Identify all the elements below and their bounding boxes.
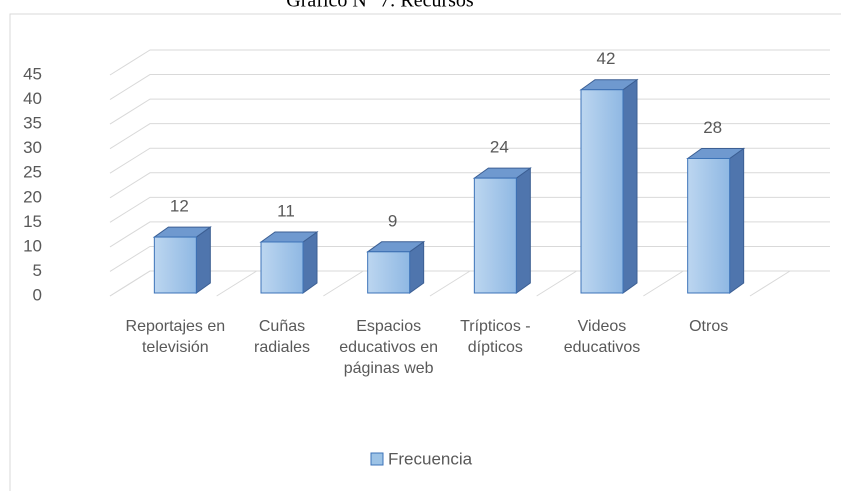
data-label: 12 [170,197,189,216]
bar-face [473,177,517,294]
x-tick-label: Otros [689,318,729,335]
x-tick-label: Videos educativos [563,318,641,356]
data-label: 28 [703,118,722,137]
grid-line [109,49,830,76]
chart-title: Gráfico N° 7: Recursos [286,0,474,12]
bar-face [367,251,411,294]
x-tick-label: Cuñas radiales [253,318,311,356]
y-tick-label: 20 [23,187,42,206]
bar-face [195,226,211,294]
floor-line [323,270,364,297]
bar [152,226,212,294]
floor-line [749,270,791,297]
bar [579,78,639,294]
chart-frame [9,13,841,491]
y-tick-label: 40 [23,89,42,108]
data-label: 42 [597,49,616,68]
y-tick-label: 25 [23,163,42,182]
floor-line [109,270,151,297]
bar [472,167,532,294]
y-tick-label: 35 [23,114,42,133]
bar-face [687,157,731,294]
legend-swatch [370,452,384,466]
grid-line [109,74,830,100]
y-tick-label: 0 [33,285,42,304]
floor-line [216,270,257,297]
bar-face [153,236,197,294]
y-tick-label: 30 [23,138,42,157]
bar-face [729,147,745,294]
floor-line [429,270,471,297]
y-tick-label: 15 [23,212,42,231]
x-tick-label: Reportajes en televisión [125,318,226,356]
legend-label: Frecuencia [388,449,473,468]
bar-face [580,89,624,294]
y-tick-label: 45 [23,64,42,83]
floor-line [536,270,577,297]
floor-line [643,270,684,297]
bar-face [622,78,638,294]
bar-face [260,241,304,294]
y-tick-label: 10 [23,236,42,255]
bar-face [302,231,318,294]
y-tick-label: 5 [33,261,42,280]
bar [259,231,319,294]
data-label: 9 [388,211,397,230]
data-label: 11 [277,201,295,220]
x-tick-label: Espacios educativos en páginas web [339,318,439,377]
x-tick-label: Trípticos - dípticos [460,318,531,356]
bar [366,240,426,294]
bar-face [515,167,531,294]
data-label: 24 [490,138,509,157]
bar [686,147,746,294]
